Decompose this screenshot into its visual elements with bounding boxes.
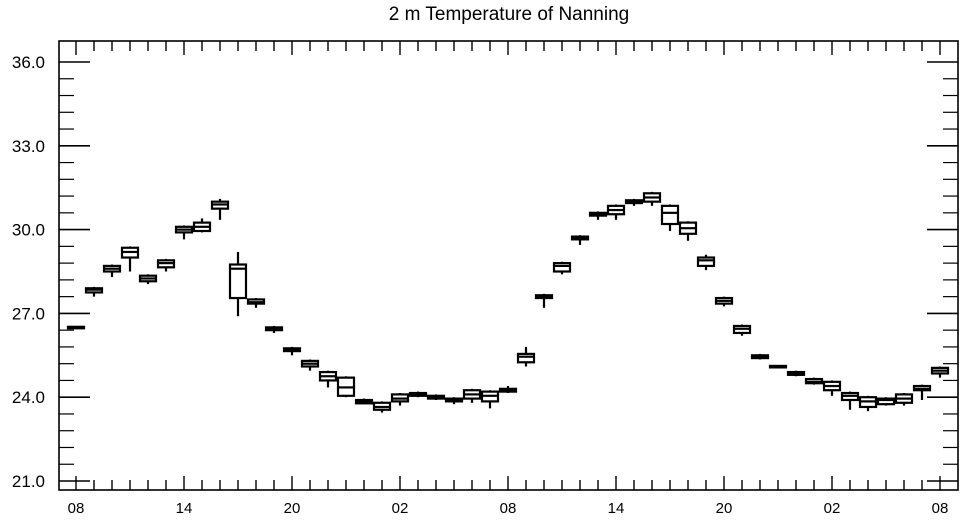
axes: 21.0 24.0 27.0 30.0 33.0 36.0 08 14 20 02 08 14 20 02… (12, 41, 958, 517)
box-mark (624, 198, 644, 206)
box-mark (876, 397, 896, 406)
box-mark (786, 370, 806, 377)
box-mark (822, 380, 842, 396)
box-mark (426, 394, 446, 400)
box-mark (408, 391, 428, 398)
x-tick-label: 14 (176, 500, 193, 517)
box-mark (696, 254, 716, 271)
box-mark (210, 198, 230, 220)
x-tick-label: 02 (824, 500, 841, 517)
box-mark (264, 325, 284, 333)
box-mark (642, 191, 662, 206)
y-tick-label: 24.0 (12, 388, 45, 407)
box-mark (732, 324, 752, 336)
box-mark (750, 353, 770, 360)
x-tick-label: 02 (392, 500, 409, 517)
box-body (516, 352, 536, 364)
box-mark (120, 246, 140, 272)
y-tick-label: 21.0 (12, 472, 45, 491)
box-mark (516, 346, 536, 367)
box-mark (462, 388, 482, 403)
box-mark (660, 204, 680, 231)
box-mark (228, 251, 248, 317)
box-mark (678, 221, 698, 241)
box-mark (858, 395, 878, 412)
box-mark (552, 261, 572, 275)
box-mark (102, 264, 122, 278)
box-body (660, 204, 680, 226)
box-mark (606, 204, 626, 220)
box-body (876, 397, 896, 406)
x-tick-label: 08 (68, 500, 85, 517)
box-mark (372, 401, 392, 413)
box-mark (336, 376, 356, 398)
x-tick-label: 08 (932, 500, 949, 517)
x-tick-label: 14 (608, 500, 625, 517)
box-mark (390, 393, 410, 406)
box-mark (498, 386, 518, 394)
x-tick-label: 20 (716, 500, 733, 517)
box-mark (192, 218, 212, 233)
box-body (552, 262, 572, 273)
plot-frame (58, 40, 959, 491)
box-mark (354, 398, 374, 405)
box-mark (804, 377, 824, 385)
box-marks (66, 191, 950, 413)
box-mark (768, 364, 788, 369)
box-mark (318, 370, 338, 388)
y-tick-label: 27.0 (12, 304, 45, 323)
box-mark (480, 390, 500, 409)
box-mark (84, 286, 104, 297)
box-mark (894, 393, 914, 406)
box-mark (138, 274, 158, 285)
y-tick-label: 36.0 (12, 53, 45, 72)
box-mark (156, 258, 176, 272)
box-mark (714, 296, 734, 307)
box-mark (570, 235, 590, 245)
box-mark (300, 359, 320, 371)
box-mark (282, 346, 302, 356)
box-mark (444, 397, 464, 405)
box-body (228, 263, 248, 300)
box-mark (912, 384, 932, 400)
box-mark (246, 298, 266, 308)
y-tick-label: 33.0 (12, 137, 45, 156)
box-mark (534, 293, 554, 308)
chart-title: 2 m Temperature of Nanning (388, 4, 630, 25)
box-mark (588, 211, 608, 220)
box-mark (174, 225, 194, 240)
box-mark (66, 325, 86, 330)
box-mark (930, 366, 950, 378)
box-body (696, 256, 716, 268)
x-tick-label: 20 (284, 500, 301, 517)
box-mark (840, 391, 860, 410)
y-tick-label: 30.0 (12, 221, 45, 240)
x-tick-label: 08 (500, 500, 517, 517)
